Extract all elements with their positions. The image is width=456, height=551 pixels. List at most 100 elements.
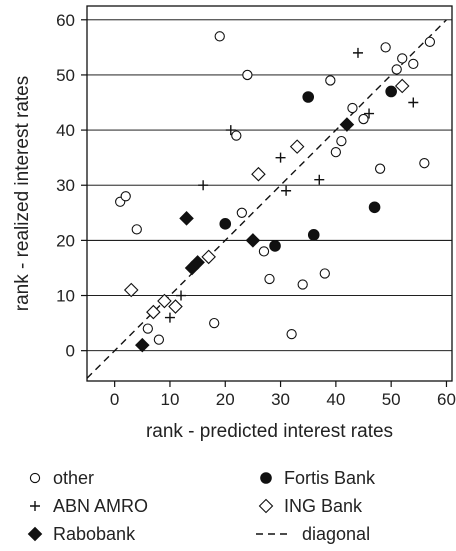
data-point	[214, 31, 225, 42]
series-abn-amro	[164, 47, 419, 323]
data-point	[408, 58, 419, 70]
x-axis-label: rank - predicted interest rates	[146, 421, 393, 442]
legend-marker	[27, 526, 43, 542]
legend-item-rabobank: Rabobank	[27, 524, 136, 544]
data-point	[245, 233, 261, 248]
legend-marker	[258, 498, 274, 514]
data-point	[269, 240, 281, 252]
data-point	[179, 211, 194, 226]
data-point	[275, 152, 286, 163]
data-point	[225, 125, 236, 136]
data-point	[419, 158, 430, 169]
x-tick-label: 0	[110, 390, 119, 409]
data-point	[120, 191, 131, 202]
data-point	[251, 166, 266, 182]
data-point	[281, 185, 292, 196]
data-point	[209, 317, 220, 329]
y-tick-label: 40	[56, 121, 75, 140]
y-tick-label: 60	[56, 11, 75, 30]
series-other	[115, 31, 436, 345]
data-point	[364, 108, 375, 119]
plot-frame	[86, 5, 453, 382]
data-point	[135, 337, 150, 353]
legend-item-ing-bank: ING Bank	[258, 496, 363, 516]
data-point	[201, 249, 216, 265]
data-point	[307, 229, 320, 241]
y-axis-ticks: 0 10 20 30 40 50 60	[56, 11, 87, 361]
data-point	[157, 293, 172, 309]
data-point	[374, 163, 386, 174]
data-point	[380, 42, 391, 53]
series-fortis-bank	[219, 85, 397, 252]
data-point	[319, 268, 330, 279]
data-point	[164, 312, 175, 323]
legend-marker	[260, 472, 272, 484]
data-point	[231, 130, 242, 141]
data-point	[391, 64, 402, 75]
legend-marker	[30, 501, 40, 511]
x-tick-label: 20	[216, 390, 235, 409]
legend-label: diagonal	[302, 524, 370, 544]
x-tick-label: 30	[271, 390, 290, 409]
legend-label: ABN AMRO	[53, 496, 148, 516]
x-tick-label: 40	[326, 390, 345, 409]
legend-item-diagonal: diagonal	[256, 524, 370, 544]
data-point	[336, 135, 347, 147]
data-point	[190, 255, 205, 270]
y-tick-label: 20	[56, 231, 75, 250]
data-points	[115, 31, 436, 353]
data-point	[153, 334, 165, 345]
y-tick-label: 10	[56, 287, 75, 306]
data-point	[142, 323, 153, 334]
data-point	[146, 304, 161, 320]
data-point	[385, 85, 397, 98]
legend-marker	[29, 472, 41, 484]
data-point	[339, 117, 355, 132]
data-point	[358, 113, 369, 125]
legend: other Fortis Bank ABN AMRO ING Bank Rabobank…	[27, 468, 376, 544]
data-point	[368, 201, 381, 214]
series-ing-bank	[123, 78, 410, 320]
diagonal-dashed-line	[86, 19, 447, 379]
y-tick-label: 0	[66, 342, 75, 361]
x-tick-label: 10	[160, 390, 179, 409]
data-point	[236, 207, 247, 218]
data-point	[258, 246, 270, 257]
x-axis-ticks: 0 10 20 30 40 50 60	[110, 381, 456, 409]
data-point	[314, 174, 325, 185]
series-rabobank	[135, 117, 355, 353]
data-point	[123, 282, 139, 298]
data-point	[219, 218, 232, 230]
data-point	[394, 78, 410, 94]
grid-lines	[87, 19, 452, 352]
legend-label: ING Bank	[284, 496, 363, 516]
data-point	[330, 146, 342, 158]
data-point	[289, 139, 305, 154]
legend-item-fortis-bank: Fortis Bank	[260, 468, 376, 488]
data-point	[168, 299, 183, 314]
data-point	[352, 47, 363, 58]
data-point	[408, 97, 419, 108]
y-tick-label: 50	[56, 66, 75, 85]
legend-item-abn-amro: ABN AMRO	[30, 496, 148, 516]
data-point	[297, 279, 308, 290]
y-axis-label: rank - realized interest rates	[12, 76, 33, 312]
legend-label: other	[53, 468, 94, 488]
legend-label: Fortis Bank	[284, 468, 376, 488]
data-point	[397, 53, 408, 64]
data-point	[325, 75, 336, 86]
data-point	[302, 91, 315, 103]
data-point	[264, 273, 275, 285]
x-tick-label: 50	[382, 390, 401, 409]
data-point	[176, 290, 187, 301]
legend-item-other: other	[29, 468, 94, 488]
data-point	[242, 69, 253, 81]
data-point	[286, 328, 297, 340]
legend-label: Rabobank	[53, 524, 136, 544]
data-point	[424, 36, 436, 47]
diagonal-line	[86, 19, 447, 379]
data-point	[131, 224, 142, 235]
x-tick-label: 60	[437, 390, 456, 409]
data-point	[347, 102, 358, 114]
